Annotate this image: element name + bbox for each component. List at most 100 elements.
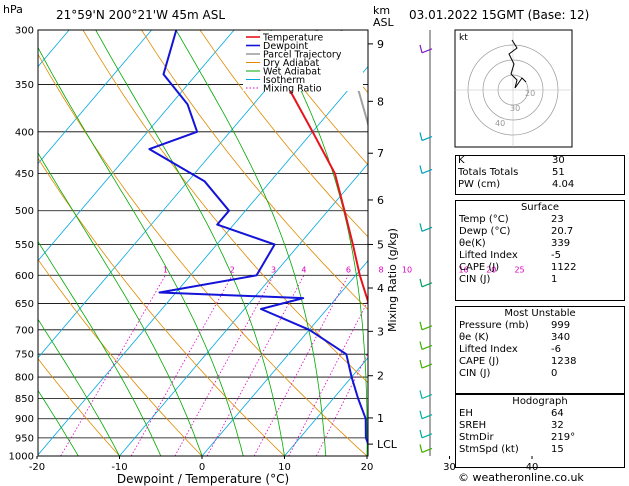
table-row: θe (K) 340 (456, 332, 624, 344)
row-value: 340 (551, 332, 571, 343)
legend-entry: Parcel Trajectory (263, 50, 342, 61)
wind-barb-flag (419, 223, 423, 232)
row-label: CAPE (J) (459, 262, 500, 273)
dry-adiabat-line (38, 258, 203, 456)
mixing-ratio-label: 20 (486, 265, 496, 274)
profile-lines (148, 30, 368, 447)
legend-entry: Wet Adiabat (263, 67, 321, 78)
wind-barb-flag (419, 44, 423, 53)
row-value: 23 (551, 214, 564, 225)
wind-barb (421, 447, 433, 454)
x-tick-label: -20 (29, 462, 45, 473)
table-row: EH 64 (456, 408, 624, 420)
mixing-ratio-label: 25 (514, 265, 524, 274)
pressure-tick-label: 550 (15, 240, 34, 251)
mixing-ratio-label: 10 (402, 265, 412, 274)
row-label: Temp (°C) (459, 214, 509, 225)
table-row: Dewp (°C) 20.7 (456, 226, 624, 238)
legend-entry: Dewpoint (263, 41, 308, 52)
table-row: PW (cm) 4.04 (455, 179, 625, 191)
pressure-tick-label: 650 (15, 299, 34, 310)
table-row: Pressure (mb) 999 (456, 320, 624, 332)
table-row: Totals Totals 51 (455, 167, 625, 179)
isotherm-line (38, 30, 317, 359)
indices-table: K 30 Totals Totals 51 PW (cm) 4.04 (455, 155, 625, 191)
table-row: Lifted Index -6 (456, 344, 624, 356)
wet-adiabat-line (38, 389, 79, 456)
legend-entry: Isotherm (263, 75, 305, 86)
km-tick-label: 3 (377, 325, 384, 338)
legend-entry: Temperature (262, 33, 323, 44)
most-unstable-table: Pressure (mb) 999 θe (K) 340 Lifted Index -… (456, 320, 624, 380)
row-label: CAPE (J) (459, 356, 500, 367)
table-row: StmDir 219° (456, 432, 624, 444)
wind-barb (421, 226, 433, 232)
row-value: 1238 (551, 356, 577, 367)
temperature-line (257, 30, 368, 305)
index-value: 51 (552, 167, 565, 178)
row-label: θe(K) (459, 238, 486, 249)
wind-barb (421, 433, 433, 439)
isotherm-line (38, 30, 235, 262)
table-row: CAPE (J) 1238 (456, 356, 624, 368)
mixing-ratio-labels: 1 2 3 4 6 8 10 16 20 25 (163, 265, 525, 274)
wind-barbs (419, 30, 433, 456)
wind-barb-flag (419, 390, 423, 399)
row-label: Lifted Index (459, 250, 518, 261)
isotherm-line (38, 30, 70, 68)
wind-barb (421, 363, 433, 369)
mixing-ratio-label: 6 (346, 265, 351, 274)
hodograph-kt-label: kt (459, 33, 468, 43)
pressure-tick-label: 950 (15, 433, 34, 444)
mixing-ratio-label: 4 (301, 265, 306, 274)
pressure-tick-label: 500 (15, 206, 34, 217)
table-row: SREH 32 (456, 420, 624, 432)
mixing-ratio-label: 8 (378, 265, 383, 274)
row-value: 20.7 (551, 226, 574, 237)
wind-barb (421, 344, 433, 351)
km-tick-label: LCL (377, 438, 398, 451)
x-tick-label: -10 (111, 462, 127, 473)
hodograph-ring-label-40: 40 (495, 119, 505, 128)
legend-entry: Dry Adiabat (263, 58, 320, 69)
wind-barb-flag (419, 278, 423, 288)
row-value: 339 (551, 238, 571, 249)
wind-barb-flag (419, 410, 423, 419)
surface-table: Temp (°C) 23 Dewp (°C) 20.7 θe(K) 339 Lifte… (456, 214, 624, 286)
km-tick-label: 1 (377, 412, 384, 425)
location-label: 21°59'N 200°21'W 45m ASL (56, 8, 225, 22)
row-label: SREH (459, 420, 487, 431)
row-value: 0 (551, 368, 558, 379)
surface-panel: Surface Temp (°C) 23 Dewp (°C) 20.7 θe(K) 3… (455, 200, 625, 301)
mixing-ratio-label: 16 (458, 265, 468, 274)
index-label: K (458, 155, 465, 166)
mixing-ratio-label: 2 (230, 265, 235, 274)
wind-barb-flag (419, 321, 423, 330)
isotherm-line (119, 163, 368, 456)
wind-barb-flag (419, 165, 423, 174)
table-row: Temp (°C) 23 (456, 214, 624, 226)
km-tick-label: 9 (377, 38, 384, 51)
row-value: -6 (551, 344, 561, 355)
table-row: CIN (J) 0 (456, 368, 624, 380)
dry-adiabat-line (38, 157, 285, 456)
pressure-tick-label: 850 (15, 394, 34, 405)
mixing-ratio-label: 3 (271, 265, 276, 274)
footer-credit: © weatheronline.co.uk (458, 471, 584, 484)
row-label: CIN (J) (459, 274, 491, 285)
pressure-unit: hPa (3, 3, 23, 16)
pressure-tick-label: 450 (15, 169, 34, 180)
x-axis-label: Dewpoint / Temperature (°C) (117, 472, 289, 486)
index-value: 30 (552, 155, 565, 166)
wind-barb (421, 168, 433, 175)
hodograph-title: Hodograph (512, 396, 568, 407)
mixing-ratio-line (174, 275, 274, 456)
wind-barb-flag (419, 444, 423, 453)
row-value: 1 (551, 274, 558, 285)
wind-barb (421, 325, 433, 331)
axes: 3003504004505005506006507007508008509009… (9, 26, 539, 474)
row-value: 32 (551, 420, 564, 431)
mixing-ratio-line (253, 275, 349, 456)
